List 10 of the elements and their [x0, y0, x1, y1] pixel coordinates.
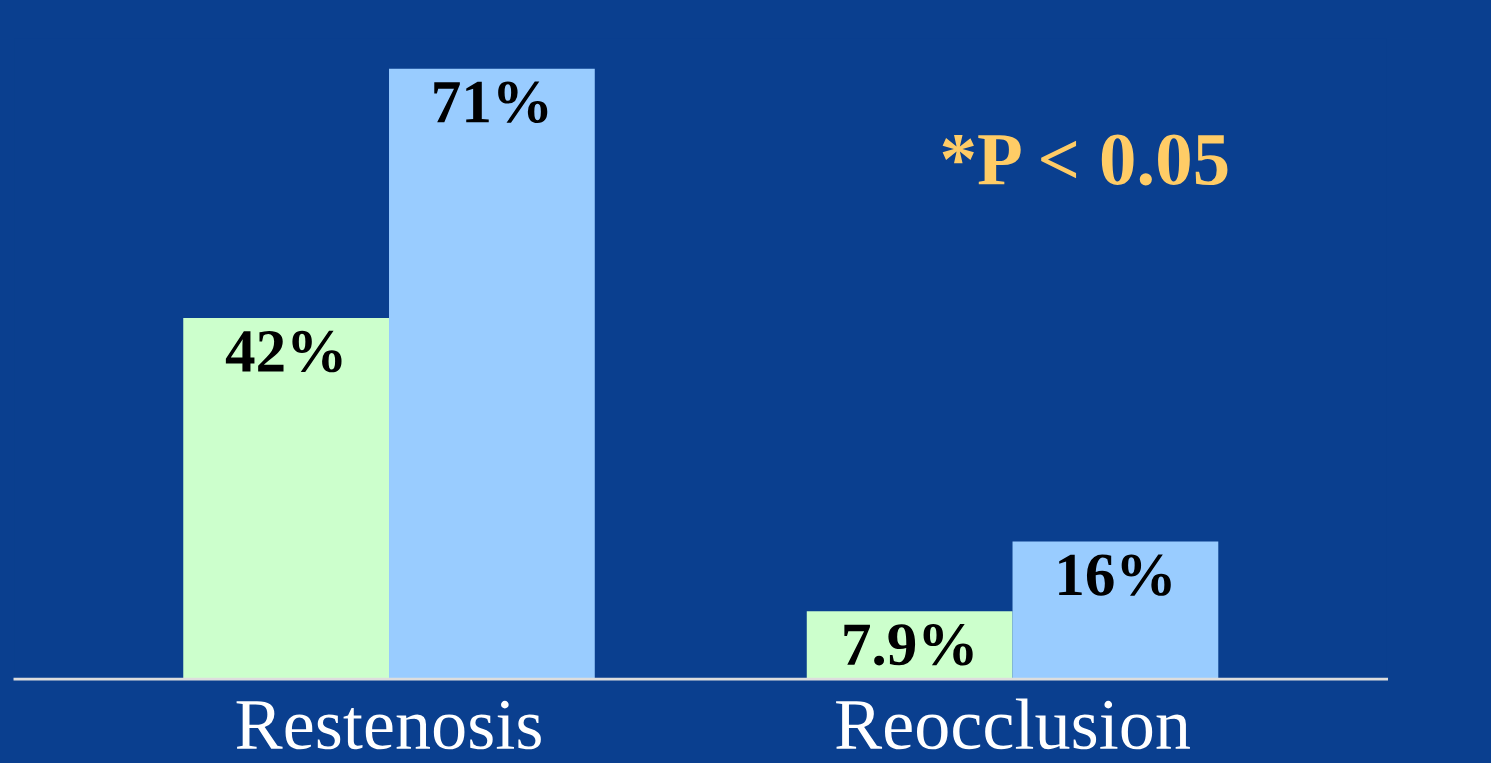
bar	[183, 317, 390, 680]
data-label: 42%	[225, 330, 342, 373]
data-label: 16%	[1059, 554, 1171, 596]
annotation: *P < 0.05	[942, 134, 1228, 186]
x-tick-label: Restenosis	[236, 700, 541, 750]
x-tick-label: Reocclusion	[836, 698, 1190, 750]
data-label: 7.9%	[844, 624, 973, 666]
bar	[1012, 541, 1219, 680]
data-label: 71%	[434, 81, 548, 123]
bar	[389, 68, 595, 680]
